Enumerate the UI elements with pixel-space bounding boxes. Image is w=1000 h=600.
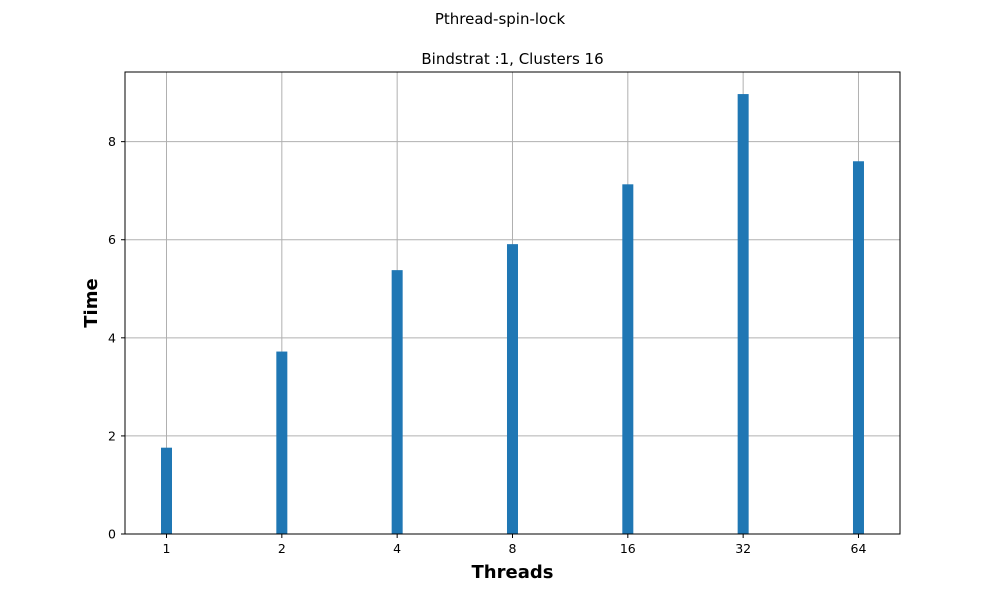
y-tick-label: 6 — [108, 232, 116, 247]
x-tick-label: 1 — [163, 541, 171, 556]
y-tick-label: 2 — [108, 428, 116, 443]
x-tick-label: 16 — [620, 541, 636, 556]
y-tick-label: 8 — [108, 134, 116, 149]
bars — [161, 94, 864, 535]
bar-16 — [622, 184, 634, 534]
x-axis-label: Threads — [472, 562, 554, 583]
ticks: 1 2 4 8 16 32 64 0 2 4 6 8 — [108, 134, 866, 556]
chart-title: Bindstrat :1, Clusters 16 — [421, 50, 603, 68]
x-tick-label: 2 — [278, 541, 286, 556]
y-axis-label: Time — [81, 278, 102, 327]
bar-2 — [276, 351, 288, 534]
x-tick-label: 4 — [393, 541, 401, 556]
bar-8 — [506, 244, 518, 535]
chart-suptitle: Pthread-spin-lock — [435, 10, 566, 28]
bar-64 — [852, 161, 864, 534]
bar-4 — [391, 270, 403, 534]
x-tick-label: 32 — [735, 541, 751, 556]
x-tick-label: 64 — [851, 541, 867, 556]
x-tick-label: 8 — [509, 541, 517, 556]
bar-32 — [737, 94, 749, 534]
y-tick-label: 0 — [108, 527, 116, 542]
y-tick-label: 4 — [108, 330, 116, 345]
bar-1 — [161, 447, 172, 534]
